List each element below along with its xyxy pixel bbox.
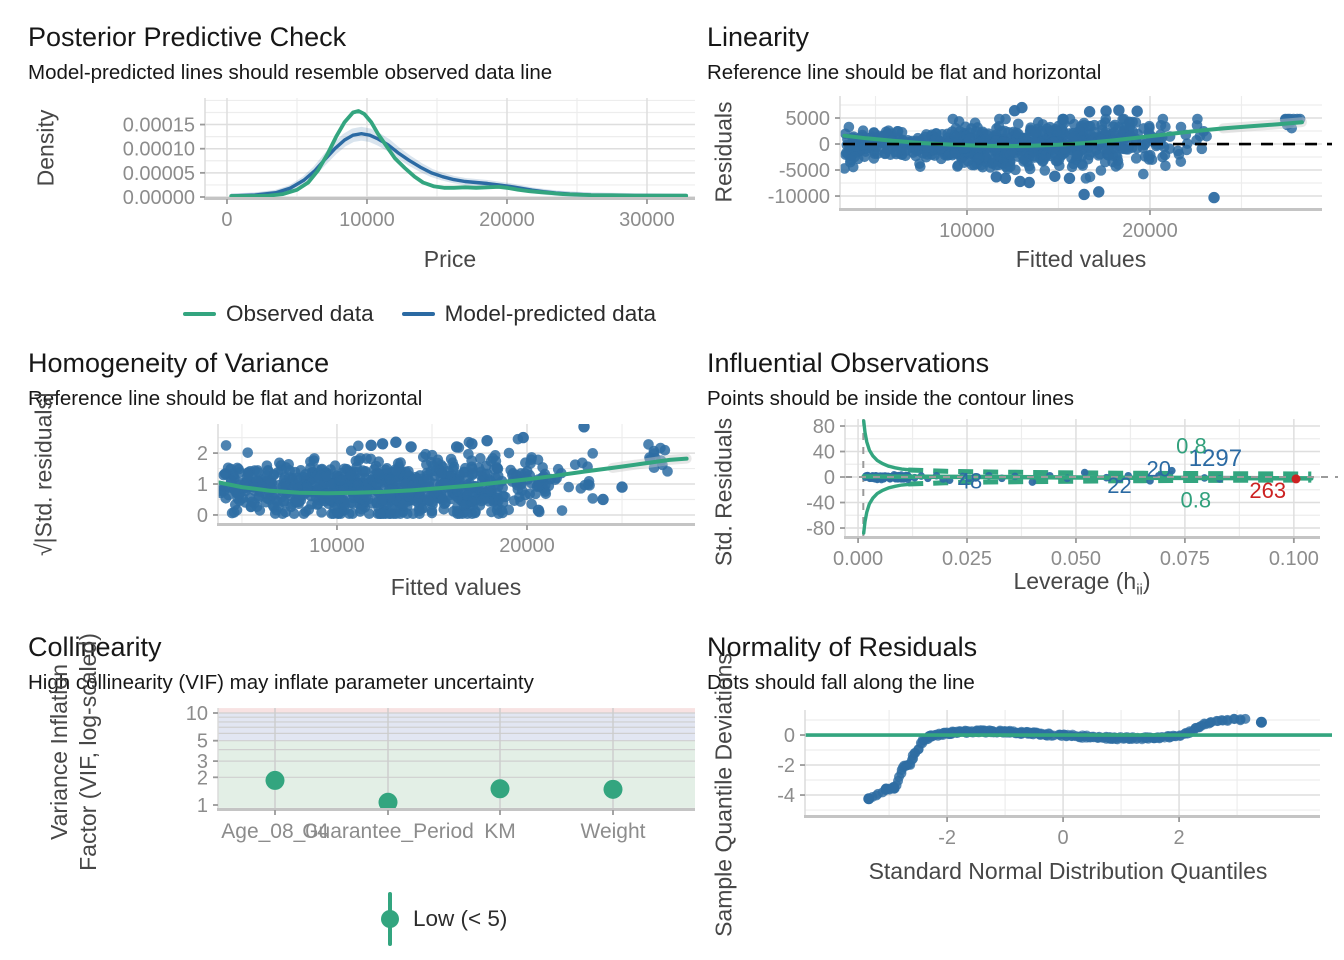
influential-x-axis-label: Leverage (hii) xyxy=(1013,568,1150,599)
svg-text:3: 3 xyxy=(197,751,208,773)
influential-subtitle: Points should be inside the contour line… xyxy=(707,387,1074,410)
collinearity-title: Collinearity xyxy=(28,632,162,662)
svg-text:0.00005: 0.00005 xyxy=(123,163,195,185)
svg-text:5: 5 xyxy=(197,731,208,753)
linearity-y-axis-label: Residuals xyxy=(710,101,737,203)
linearity-title: Linearity xyxy=(707,22,810,52)
svg-text:2: 2 xyxy=(197,443,208,465)
svg-text:0: 0 xyxy=(819,134,830,156)
homogeneity-subtitle: Reference line should be flat and horizo… xyxy=(28,387,423,410)
svg-text:10000: 10000 xyxy=(309,535,365,557)
svg-text:5000: 5000 xyxy=(786,108,831,130)
homogeneity-y-axis-label: √|Std. residuals| xyxy=(30,392,57,556)
ppc-x-axis-label: Price xyxy=(423,246,477,272)
hom-plot-area xyxy=(218,424,695,523)
svg-text:-5000: -5000 xyxy=(779,160,830,182)
svg-text:-4: -4 xyxy=(777,785,795,807)
panel-ppc-textlayer: Posterior Predictive Check Model-predict… xyxy=(0,0,700,340)
svg-text:0.00010: 0.00010 xyxy=(123,139,195,161)
lin-plot-area xyxy=(840,96,1322,208)
homogeneity-title: Homogeneity of Variance xyxy=(28,348,330,378)
svg-text:-40: -40 xyxy=(806,493,835,515)
svg-text:-2: -2 xyxy=(777,755,795,777)
collinearity-legend: Low (< 5) xyxy=(380,890,507,948)
svg-text:Age_08_04: Age_08_04 xyxy=(221,820,329,843)
svg-text:1: 1 xyxy=(197,474,208,496)
svg-text:30000: 30000 xyxy=(619,209,675,231)
svg-text:KM: KM xyxy=(484,820,516,843)
svg-text:263: 263 xyxy=(1249,478,1286,503)
svg-text:20000: 20000 xyxy=(479,209,535,231)
svg-text:-10000: -10000 xyxy=(768,186,830,208)
svg-text:20000: 20000 xyxy=(1122,220,1178,242)
svg-text:-80: -80 xyxy=(806,518,835,540)
col-plot-area xyxy=(218,708,695,808)
influential-y-axis-label: Std. Residuals xyxy=(710,417,737,567)
svg-text:0.000: 0.000 xyxy=(833,548,883,570)
svg-text:0: 0 xyxy=(1058,827,1069,849)
svg-text:0: 0 xyxy=(197,505,208,527)
model-predicted-line-swatch xyxy=(401,312,435,316)
ppc-title: Posterior Predictive Check xyxy=(28,22,347,52)
pointrange-dot xyxy=(381,910,399,928)
svg-text:2: 2 xyxy=(197,767,208,789)
ppc-plot-area xyxy=(205,98,695,197)
svg-text:10000: 10000 xyxy=(339,209,395,231)
svg-text:22: 22 xyxy=(1107,473,1131,498)
legend-observed-data: Observed data xyxy=(183,301,374,327)
svg-text:Guarantee_Period: Guarantee_Period xyxy=(302,820,474,843)
linearity-x-axis-label: Fitted values xyxy=(1015,246,1147,272)
svg-text:0: 0 xyxy=(784,725,795,747)
normality-title: Normality of Residuals xyxy=(707,632,978,662)
svg-text:10: 10 xyxy=(186,703,208,725)
collinearity-y-label-line1: Variance Inflation xyxy=(46,664,72,841)
qq-plot-area xyxy=(805,710,1320,815)
svg-text:0: 0 xyxy=(824,467,835,489)
legend-model-predicted-data: Model-predicted data xyxy=(401,301,656,327)
influential-title: Influential Observations xyxy=(707,348,990,378)
svg-text:10000: 10000 xyxy=(939,220,995,242)
influential-x-label-pre: Leverage (h xyxy=(1013,568,1137,594)
svg-text:1297: 1297 xyxy=(1189,445,1242,472)
normality-x-axis-label: Standard Normal Distribution Quantiles xyxy=(868,858,1268,884)
svg-text:20000: 20000 xyxy=(499,535,555,557)
svg-text:1: 1 xyxy=(197,795,208,817)
svg-text:-2: -2 xyxy=(938,827,956,849)
ppc-subtitle: Model-predicted lines should resemble ob… xyxy=(28,61,553,84)
svg-text:0.8: 0.8 xyxy=(1176,433,1207,458)
svg-text:0.025: 0.025 xyxy=(942,548,992,570)
svg-text:0.00000: 0.00000 xyxy=(123,187,195,209)
svg-text:0.00015: 0.00015 xyxy=(123,115,195,137)
homogeneity-x-axis-label: Fitted values xyxy=(390,574,522,600)
svg-text:0.050: 0.050 xyxy=(1051,548,1101,570)
collinearity-y-axis-label: Variance Inflation Factor (VIF, log-scal… xyxy=(45,633,103,871)
influential-x-label-sub: ii xyxy=(1136,581,1143,599)
collinearity-y-label-line2: Factor (VIF, log-scaled) xyxy=(75,633,101,871)
svg-text:0.100: 0.100 xyxy=(1269,548,1319,570)
ppc-y-axis-label: Density xyxy=(32,109,59,187)
svg-text:0.075: 0.075 xyxy=(1160,548,1210,570)
svg-text:40: 40 xyxy=(813,442,835,464)
normality-y-axis-label: Sample Quantile Deviations xyxy=(710,653,737,937)
observed-data-line-swatch xyxy=(183,312,216,316)
normality-subtitle: Dots should fall along the line xyxy=(707,671,975,694)
linearity-subtitle: Reference line should be flat and horizo… xyxy=(707,61,1102,84)
legend-observed-data-label: Observed data xyxy=(226,301,374,326)
svg-text:0: 0 xyxy=(221,209,232,231)
svg-text:80: 80 xyxy=(813,416,835,438)
legend-model-predicted-data-label: Model-predicted data xyxy=(444,301,656,326)
collinearity-subtitle: High collinearity (VIF) may inflate para… xyxy=(28,671,534,694)
svg-text:20: 20 xyxy=(1147,456,1171,481)
svg-text:Weight: Weight xyxy=(581,820,646,843)
low-vif-pointrange-glyph xyxy=(380,890,400,948)
svg-text:0.8: 0.8 xyxy=(1181,488,1212,513)
influential-x-label-post: ) xyxy=(1142,568,1151,594)
low-vif-legend-label: Low (< 5) xyxy=(413,906,508,931)
svg-text:48: 48 xyxy=(958,468,982,493)
svg-text:2: 2 xyxy=(1174,827,1185,849)
ppc-legend: Observed data Model-predicted data xyxy=(183,301,684,327)
